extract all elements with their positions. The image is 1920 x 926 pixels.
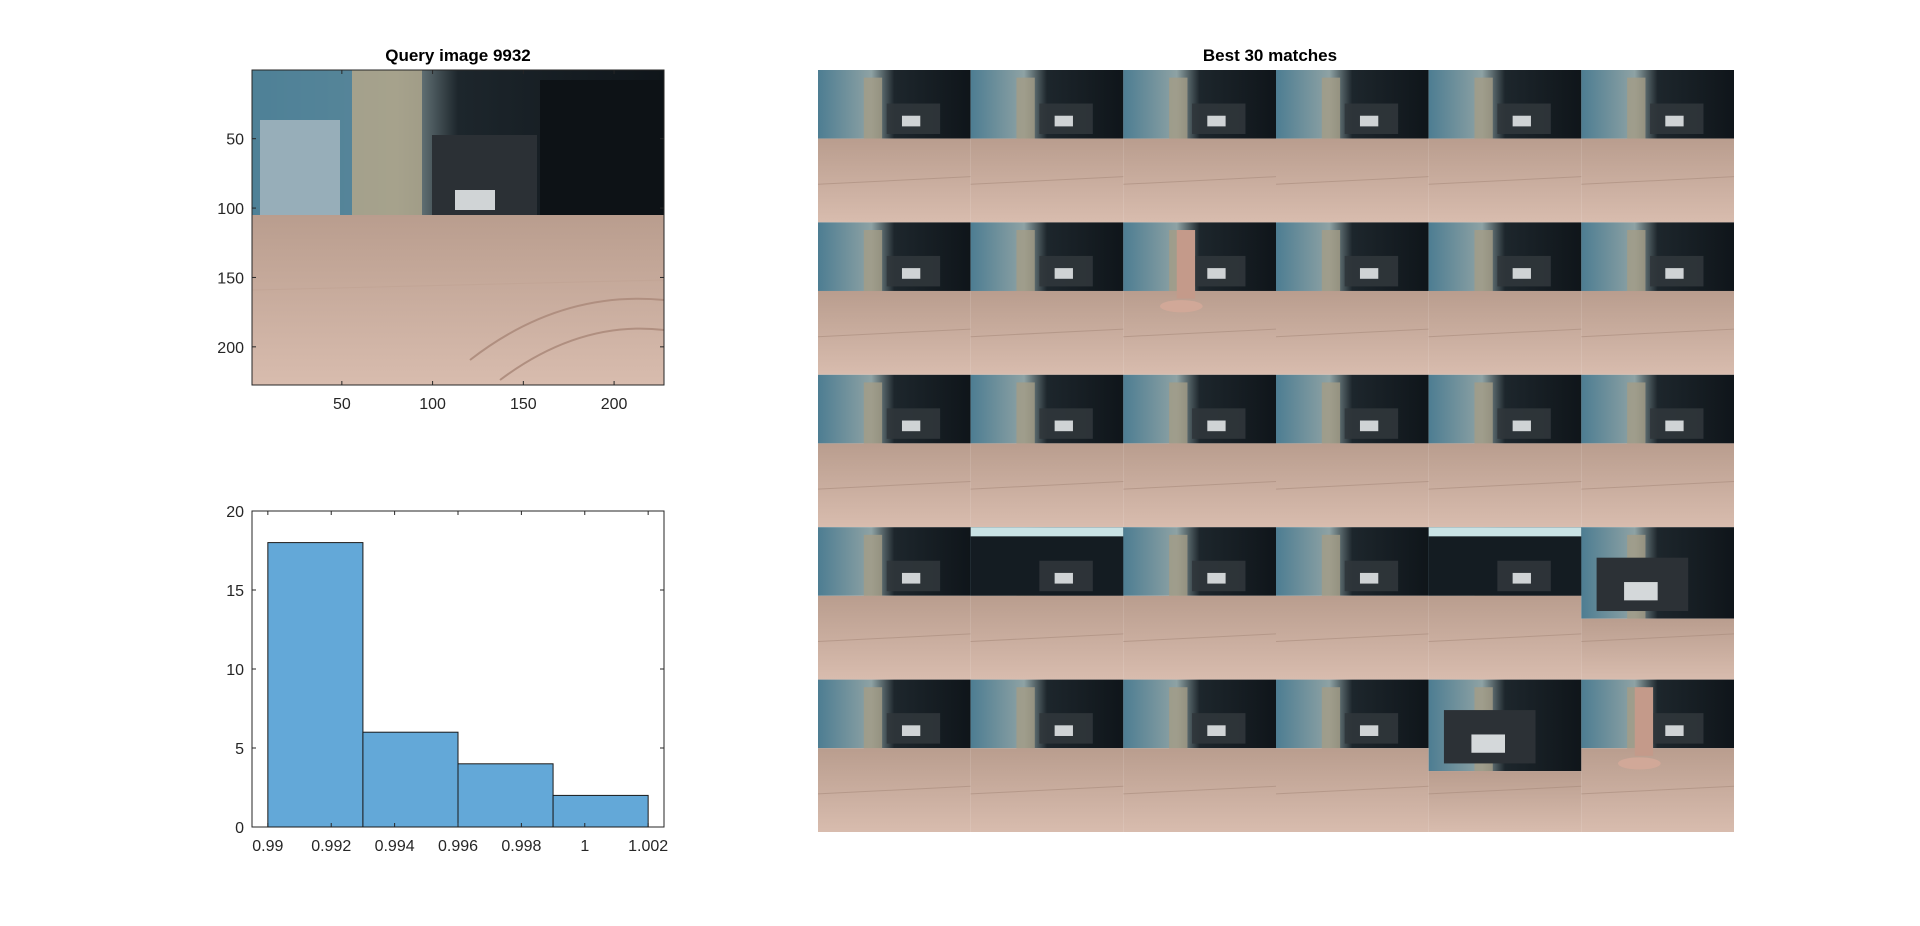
match-thumbnail bbox=[817, 70, 971, 223]
hist-ytick-label: 0 bbox=[235, 820, 244, 837]
match-thumbnail bbox=[1275, 70, 1429, 223]
match-thumbnail bbox=[1123, 222, 1277, 375]
hist-ytick-label: 10 bbox=[226, 662, 244, 679]
query-ytick-label: 200 bbox=[217, 340, 244, 357]
match-thumbnail bbox=[970, 679, 1124, 832]
query-xtick-label: 100 bbox=[419, 396, 446, 413]
hist-xtick-label: 0.996 bbox=[438, 838, 478, 855]
match-thumbnail bbox=[1581, 222, 1735, 375]
hist-xtick-label: 1.002 bbox=[628, 838, 668, 855]
query-xtick-label: 200 bbox=[601, 396, 628, 413]
query-image-frame bbox=[251, 69, 665, 386]
match-thumbnail bbox=[1428, 679, 1582, 832]
match-thumbnail bbox=[817, 527, 971, 680]
histogram-bar bbox=[362, 731, 459, 828]
query-xtick-label: 150 bbox=[510, 396, 537, 413]
match-thumbnail bbox=[1275, 527, 1429, 680]
hist-ytick-label: 5 bbox=[235, 741, 244, 758]
match-thumbnail bbox=[970, 374, 1124, 528]
match-thumbnail bbox=[1581, 527, 1735, 680]
query-ytick-label: 50 bbox=[226, 132, 244, 149]
match-thumbnail bbox=[817, 679, 971, 832]
matches-axes: Best 30 matches bbox=[817, 46, 1735, 832]
hist-ytick-label: 20 bbox=[226, 504, 244, 521]
match-thumbnail bbox=[970, 70, 1124, 223]
query-image bbox=[251, 70, 665, 385]
hist-ytick-label: 15 bbox=[226, 583, 244, 600]
hist-xtick-label: 1 bbox=[580, 838, 589, 855]
match-thumbnail bbox=[970, 527, 1124, 680]
match-thumbnail bbox=[1428, 374, 1582, 528]
histogram-bar bbox=[457, 763, 554, 828]
match-thumbnail bbox=[1428, 70, 1582, 223]
match-thumbnail bbox=[1581, 679, 1735, 832]
hist-xtick-label: 0.992 bbox=[311, 838, 351, 855]
query-image-title: Query image 9932 bbox=[385, 46, 531, 65]
matches-title: Best 30 matches bbox=[1203, 46, 1337, 65]
match-thumbnail bbox=[970, 222, 1124, 375]
match-thumbnail bbox=[1428, 527, 1582, 680]
query-ytick-label: 150 bbox=[217, 270, 244, 287]
match-thumbnail bbox=[1123, 374, 1277, 528]
match-thumbnail bbox=[1275, 374, 1429, 528]
query-image-axes: Query image 9932 50 100 150 200 50 100 150 200 bbox=[217, 46, 665, 413]
match-thumbnail bbox=[817, 222, 971, 375]
match-thumbnail bbox=[1123, 679, 1277, 832]
query-xtick-label: 50 bbox=[333, 396, 351, 413]
match-thumbnail bbox=[1581, 374, 1735, 528]
hist-xtick-label: 0.99 bbox=[252, 838, 283, 855]
hist-xtick-label: 0.998 bbox=[501, 838, 541, 855]
match-thumbnail bbox=[1581, 70, 1735, 223]
histogram-bar bbox=[552, 794, 649, 828]
query-ytick-label: 100 bbox=[217, 201, 244, 218]
histogram-axes: 0.99 0.992 0.994 0.996 0.998 1 1.002 0 5 10 15 20 bbox=[226, 504, 668, 855]
match-thumbnail bbox=[817, 374, 971, 528]
histogram-bar bbox=[267, 542, 364, 828]
match-thumbnail bbox=[1123, 70, 1277, 223]
match-thumbnail bbox=[1275, 679, 1429, 832]
match-thumbnail bbox=[1123, 527, 1277, 680]
hist-xtick-label: 0.994 bbox=[375, 838, 415, 855]
match-thumbnail bbox=[1428, 222, 1582, 375]
match-thumbnail bbox=[1275, 222, 1429, 375]
